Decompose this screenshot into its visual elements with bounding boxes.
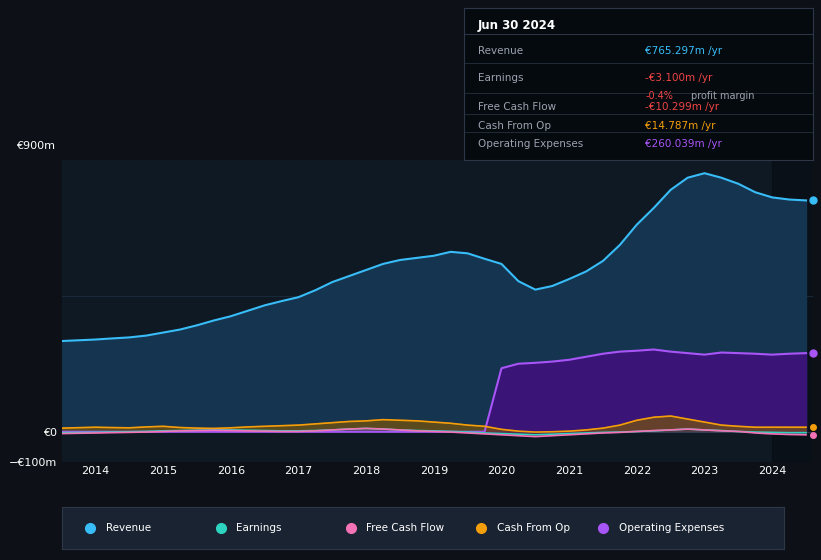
Text: Free Cash Flow: Free Cash Flow [366,523,445,533]
Text: Revenue: Revenue [107,523,152,533]
Text: Operating Expenses: Operating Expenses [619,523,725,533]
Text: profit margin: profit margin [690,91,754,101]
Text: Operating Expenses: Operating Expenses [478,139,583,150]
Text: €14.787m /yr: €14.787m /yr [645,122,716,132]
Text: Cash From Op: Cash From Op [497,523,570,533]
Text: Cash From Op: Cash From Op [478,122,551,132]
Text: Earnings: Earnings [236,523,282,533]
Text: €260.039m /yr: €260.039m /yr [645,139,722,150]
Text: -€3.100m /yr: -€3.100m /yr [645,73,713,83]
Text: €900m: €900m [16,142,56,151]
Text: Jun 30 2024: Jun 30 2024 [478,19,556,32]
Text: €765.297m /yr: €765.297m /yr [645,46,722,56]
Text: Revenue: Revenue [478,46,523,56]
Text: Earnings: Earnings [478,73,523,83]
Text: -0.4%: -0.4% [645,91,673,101]
Text: -€10.299m /yr: -€10.299m /yr [645,102,719,111]
Bar [773,160,819,462]
Text: Free Cash Flow: Free Cash Flow [478,102,556,111]
